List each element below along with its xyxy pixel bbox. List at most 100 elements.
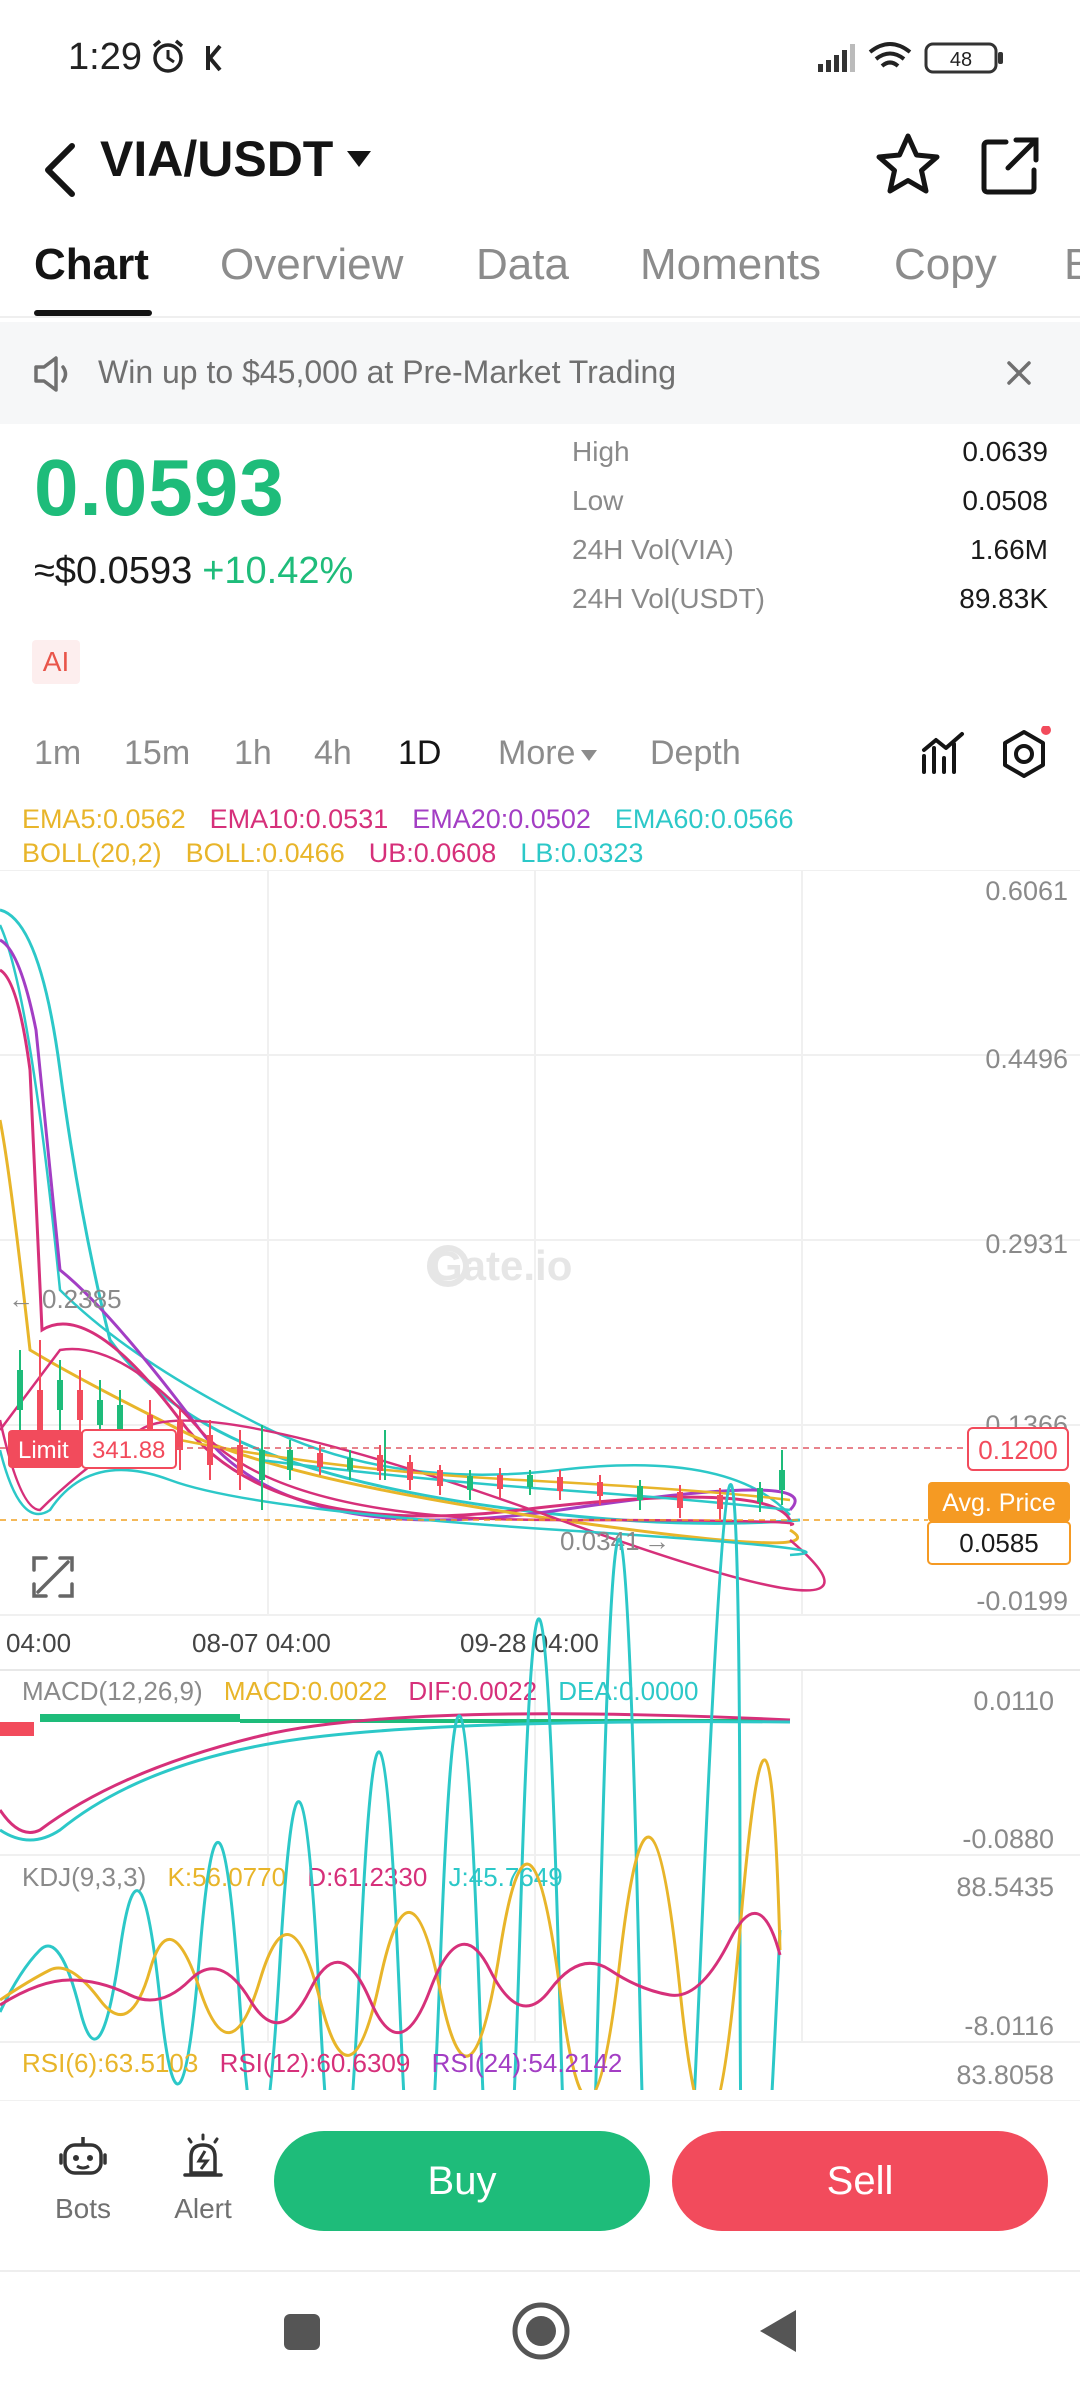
status-bar: 1:29	[0, 0, 1080, 118]
low-marker-value: 0.0341	[560, 1526, 640, 1556]
boll-legend: BOLL(20,2) BOLL:0.0466 UB:0.0608 LB:0.0323	[22, 838, 644, 868]
banner-close-button[interactable]	[994, 348, 1044, 398]
candle	[597, 1482, 603, 1496]
favorite-button[interactable]	[868, 126, 948, 206]
interval-1m[interactable]: 1m	[34, 734, 82, 772]
candle	[437, 1470, 443, 1486]
status-time: 1:29	[68, 36, 142, 78]
svg-text:Limit: Limit	[18, 1437, 69, 1464]
candle	[779, 1470, 785, 1490]
y-label: 0.2931	[985, 1229, 1068, 1259]
promo-banner[interactable]: Win up to $45,000 at Pre-Market Trading	[0, 322, 1080, 424]
interval-1h[interactable]: 1h	[234, 734, 272, 772]
alert-button[interactable]: Alert	[158, 2131, 248, 2225]
limit-price-tag: 0.1200	[967, 1427, 1069, 1471]
system-nav-bar	[0, 2270, 1080, 2400]
svg-text:Avg. Price: Avg. Price	[942, 1489, 1055, 1517]
candle	[527, 1475, 533, 1487]
tab-data[interactable]: Data	[476, 240, 569, 289]
pair-title: VIA/USDT	[100, 131, 334, 187]
back-button[interactable]	[30, 130, 90, 210]
share-icon	[981, 137, 1039, 195]
interval-bar: 1m 15m 1h 4h 1D More Depth	[0, 720, 1080, 790]
recents-button[interactable]	[280, 2310, 324, 2354]
interval-1d[interactable]: 1D	[398, 734, 442, 772]
interval-4h[interactable]: 4h	[314, 734, 352, 772]
pair-selector[interactable]: VIA/USDT	[100, 130, 372, 188]
candle	[287, 1450, 293, 1470]
candle	[497, 1475, 503, 1489]
x-axis-labels: 04:00 08-07 04:00 09-28 04:00	[6, 1628, 599, 1658]
x-label: 09-28 04:00	[460, 1628, 599, 1658]
header: VIA/USDT	[0, 118, 1080, 228]
high-marker-value: 0.2385	[42, 1284, 122, 1314]
buy-button[interactable]: Buy	[274, 2131, 650, 2231]
candle	[57, 1380, 63, 1410]
y-axis-labels: 0.6061 0.4496 0.2931 0.1366 -0.0199	[976, 876, 1068, 1616]
home-button[interactable]	[510, 2300, 572, 2362]
fiat-price: ≈$0.0593	[34, 550, 193, 592]
macd-axis-labels: 0.0110 -0.0880	[962, 1686, 1054, 1854]
candle	[467, 1476, 473, 1490]
limit-order-tag: Limit 341.88	[8, 1429, 177, 1469]
signal-icon	[818, 44, 855, 72]
tab-copy[interactable]: Copy	[894, 240, 997, 289]
candle	[207, 1435, 213, 1465]
macd-histogram	[0, 1714, 780, 1736]
candle	[717, 1495, 723, 1509]
bottom-action-bar: Bots Alert Buy Sell	[0, 2100, 1080, 2270]
star-icon	[876, 133, 940, 194]
back-nav-button[interactable]	[756, 2306, 800, 2356]
speaker-icon	[34, 356, 68, 392]
interval-15m[interactable]: 15m	[124, 734, 191, 772]
y-label: -0.0199	[976, 1586, 1068, 1616]
candle	[557, 1477, 563, 1491]
svg-text:48: 48	[950, 49, 972, 71]
alarm-bell-icon	[183, 2133, 223, 2177]
bot-icon	[59, 2137, 107, 2175]
svg-text:88.5435: 88.5435	[956, 1872, 1054, 1902]
chart-settings-button[interactable]	[996, 725, 1052, 782]
svg-text:0.0585: 0.0585	[959, 1528, 1039, 1558]
depth-tab[interactable]: Depth	[650, 734, 741, 772]
fiat-price-line: ≈$0.0593 +10.42%	[34, 550, 353, 593]
candle	[17, 1370, 23, 1410]
candle	[377, 1455, 383, 1471]
fullscreen-icon	[32, 1556, 74, 1598]
candlestick-chart[interactable]: Gate.io 0.6061 0.4496 0.2931 0.1366 -0.0…	[0, 870, 1080, 2090]
candle	[77, 1390, 83, 1420]
watermark-logo-icon	[427, 1245, 469, 1287]
svg-text:341.88: 341.88	[92, 1437, 165, 1464]
ai-badge[interactable]: AI	[32, 640, 80, 684]
bots-button[interactable]: Bots	[38, 2131, 128, 2225]
tab-chart[interactable]: Chart	[34, 240, 149, 289]
candle	[637, 1486, 643, 1500]
svg-text:-0.0880: -0.0880	[962, 1824, 1054, 1854]
y-label: 0.4496	[985, 1044, 1068, 1074]
active-tab-indicator	[34, 310, 152, 316]
low-marker: →	[644, 1526, 670, 1556]
page-tabs: Chart Overview Data Moments Copy B	[0, 230, 1080, 318]
y-label: 0.6061	[985, 876, 1068, 906]
svg-text:0.1200: 0.1200	[978, 1435, 1058, 1465]
kdj-axis-labels: 88.5435 -8.0116	[956, 1872, 1054, 2041]
sell-button[interactable]: Sell	[672, 2131, 1048, 2231]
price-change: +10.42%	[202, 550, 354, 592]
svg-text:0.0110: 0.0110	[973, 1686, 1054, 1716]
x-label: 08-07 04:00	[192, 1628, 331, 1658]
tab-moments[interactable]: Moments	[640, 240, 821, 289]
svg-text:-8.0116: -8.0116	[964, 2011, 1054, 2041]
high-marker: ←	[8, 1284, 34, 1314]
candle	[237, 1445, 243, 1475]
notification-dot	[1041, 725, 1051, 735]
share-button[interactable]	[970, 126, 1050, 206]
interval-more[interactable]: More	[498, 734, 598, 773]
ema-legend: EMA5:0.0562 EMA10:0.0531 EMA20:0.0502 EMA60…	[22, 804, 794, 834]
tab-overview[interactable]: Overview	[220, 240, 404, 289]
battery-icon: 48	[924, 42, 1003, 74]
macd-legend: MACD(12,26,9) MACD:0.0022 DIF:0.0022 DEA…	[22, 1676, 699, 1706]
tab-more-clipped[interactable]: B	[1064, 240, 1080, 290]
stat-high: High 0.0639	[572, 436, 1048, 467]
indicator-chart-icon	[922, 732, 964, 774]
indicator-button[interactable]	[918, 728, 968, 778]
